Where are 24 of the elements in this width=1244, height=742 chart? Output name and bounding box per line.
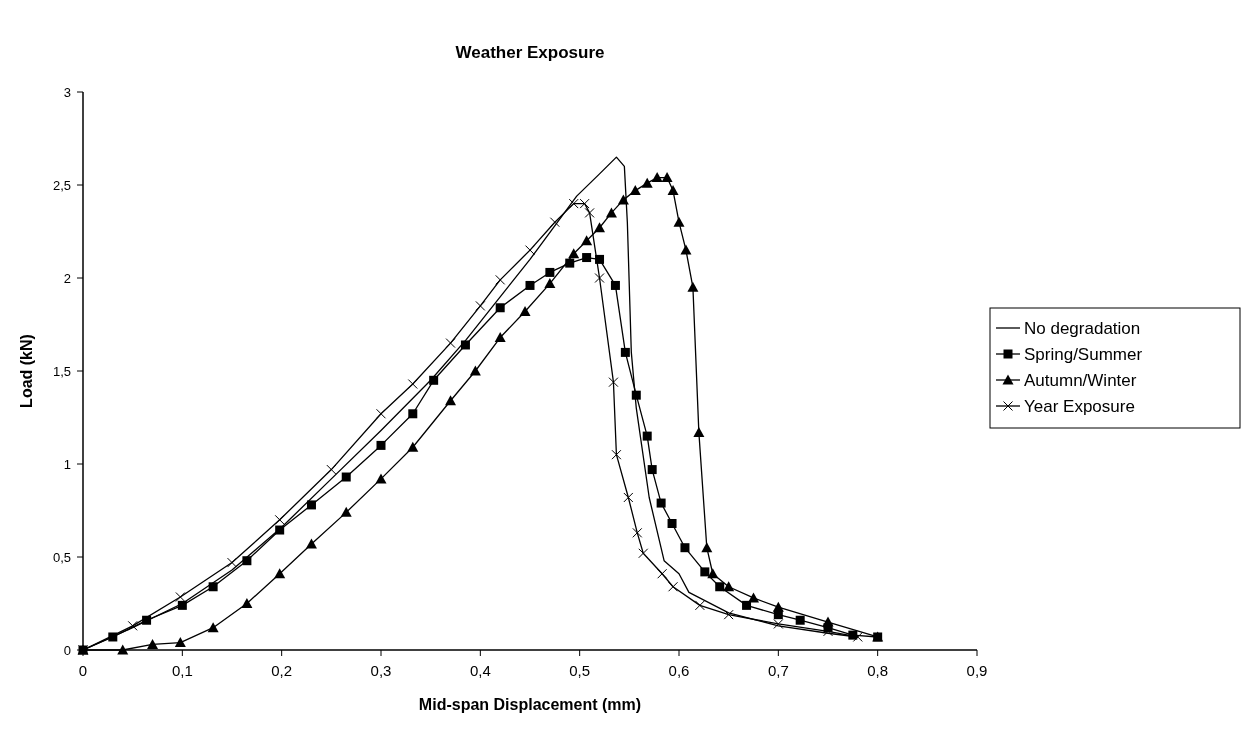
x-tick-label: 0,1: [171, 662, 193, 679]
x-axis-title: Mid-span Displacement (mm): [418, 696, 642, 713]
y-tick-label: 0,5: [52, 550, 71, 565]
x-tick-label: 0,3: [370, 662, 392, 679]
legend-label: Spring/Summer: [1024, 345, 1143, 364]
x-tick-label: 0,2: [271, 662, 293, 679]
x-tick-label: 0,7: [767, 662, 789, 679]
x-tick-label: 0,8: [867, 662, 889, 679]
x-tick-label: 0: [78, 662, 88, 679]
y-tick-label: 1,5: [52, 364, 71, 379]
x-tick-label: 0,5: [569, 662, 591, 679]
legend-label: Autumn/Winter: [1024, 371, 1137, 390]
y-axis-title: Load (kN): [18, 334, 35, 408]
x-tick-label: 0,6: [668, 662, 690, 679]
x-tick-label: 0,4: [469, 662, 491, 679]
y-tick-label: 1: [63, 457, 71, 472]
y-tick-label: 3: [63, 85, 71, 100]
chart-title: Weather Exposure: [455, 43, 605, 62]
x-tick-label: 0,9: [966, 662, 988, 679]
legend-label: Year Exposure: [1024, 397, 1135, 416]
y-tick-label: 2,5: [52, 178, 71, 193]
y-tick-label: 0: [63, 643, 71, 658]
legend-label: No degradation: [1024, 319, 1141, 338]
y-tick-label: 2: [63, 271, 71, 286]
